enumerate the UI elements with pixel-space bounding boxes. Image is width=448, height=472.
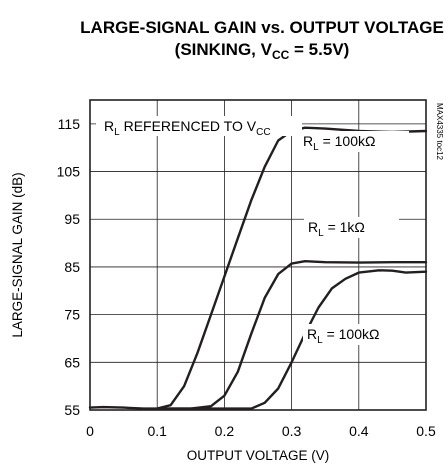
y-tick-labels: 55 65 75 85 95 105 115 [57,116,81,418]
chart-title: LARGE-SIGNAL GAIN vs. OUTPUT VOLTAGE (SI… [80,18,444,62]
y-tick-label: 105 [57,164,81,180]
x-tick-label: 0.2 [215,423,235,439]
y-tick-label: 65 [64,354,80,370]
x-tick-label: 0.4 [349,423,369,439]
series-label-background [299,131,409,152]
chart-title-line2: (SINKING, VCC = 5.5V) [175,40,350,62]
x-tick-label: 0.1 [147,423,167,439]
reference-note: RL REFERENCED TO VCC [104,118,271,138]
side-code-background [429,100,439,174]
annotations: RL REFERENCED TO VCC RL = 100kΩ RL = 1kΩ RL… [96,100,444,346]
y-tick-label: 85 [64,259,80,275]
y-tick-label: 115 [58,116,81,132]
x-tick-label: 0.5 [416,423,436,439]
y-axis-label: LARGE-SIGNAL GAIN (dB) [10,172,25,337]
x-tick-labels: 0 0.1 0.2 0.3 0.4 0.5 [86,423,436,439]
y-tick-label: 95 [64,211,80,227]
series-label-background [303,324,413,345]
note-background [96,116,302,136]
series-label-1: RL = 100kΩ [303,133,375,153]
y-tick-label: 75 [64,307,80,323]
x-axis-label: OUTPUT VOLTAGE (V) [187,448,330,463]
series-lines [88,126,428,410]
plot-frame [89,99,427,411]
side-code: MAX4335 toc12 [435,103,444,160]
series-label-2: RL = 1kΩ [308,219,365,239]
series-line-3 [156,269,428,410]
x-tick-label: 0 [86,423,94,439]
series-line-2 [156,260,428,410]
series-line-1 [88,126,428,410]
x-tick-label: 0.3 [282,423,302,439]
chart-title-line1: LARGE-SIGNAL GAIN vs. OUTPUT VOLTAGE [80,18,444,37]
y-tick-label: 55 [64,402,80,418]
series-label-background [304,217,399,238]
series-label-3: RL = 100kΩ [307,326,379,346]
